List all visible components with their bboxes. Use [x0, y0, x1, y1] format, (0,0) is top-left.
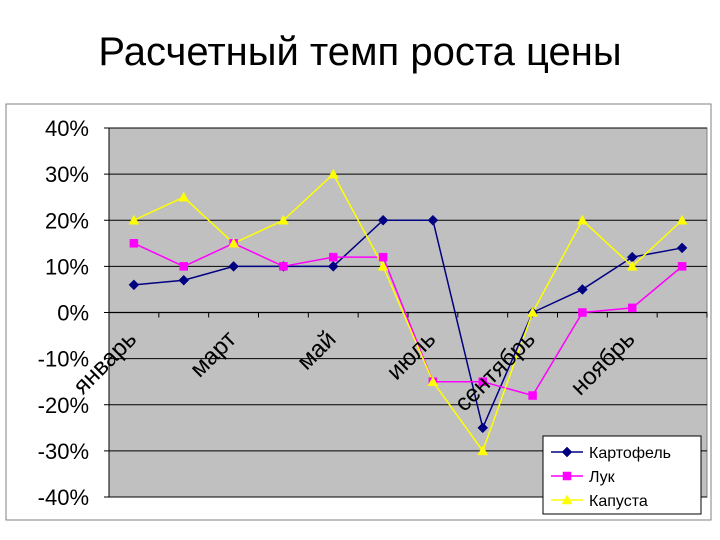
data-point [129, 239, 139, 248]
y-tick-label: 30% [45, 162, 89, 187]
legend-marker [561, 494, 573, 505]
y-tick-label: -40% [38, 485, 89, 510]
series-lines [133, 172, 683, 453]
data-point [528, 391, 537, 400]
data-point [527, 306, 539, 317]
data-point [327, 261, 339, 272]
data-point [329, 252, 338, 262]
legend-label: Лук [589, 469, 616, 486]
data-point [477, 422, 489, 434]
data-point [228, 261, 239, 272]
data-point [279, 262, 288, 271]
y-tick-label: -10% [38, 347, 89, 372]
y-axis-ticks: 40% 30% 20% 10% 0% -10% -20% -30% -40% [38, 116, 109, 510]
series-markers [128, 168, 688, 456]
legend-marker [561, 446, 573, 458]
data-point [128, 214, 140, 225]
data-point [277, 214, 289, 225]
legend: Картофель Лук Капуста [542, 435, 702, 515]
data-point [576, 214, 588, 225]
data-point [377, 260, 389, 271]
series-line [133, 219, 683, 431]
data-point [178, 191, 190, 202]
data-point [378, 252, 388, 262]
data-point [179, 262, 188, 271]
data-point [327, 168, 339, 179]
data-point [676, 214, 688, 225]
data-point [626, 260, 638, 271]
data-point [578, 308, 587, 317]
data-point [477, 445, 489, 456]
data-point [628, 303, 637, 313]
chart-title: Расчетный темп роста цены [98, 30, 622, 74]
y-tick-label: 20% [45, 208, 89, 233]
y-tick-label: -30% [38, 439, 89, 464]
data-point [128, 279, 140, 291]
legend-label: Капуста [589, 493, 648, 510]
legend-label: Картофель [589, 445, 671, 462]
data-point [427, 214, 439, 226]
data-point [427, 376, 439, 386]
y-tick-label: -20% [38, 393, 89, 418]
data-point [676, 242, 688, 254]
y-tick-label: 10% [45, 254, 89, 279]
y-tick-label: 0% [57, 301, 89, 326]
series-line [133, 242, 683, 397]
legend-marker [562, 471, 572, 481]
data-point [178, 274, 190, 286]
data-point [228, 237, 240, 248]
data-point [478, 377, 487, 386]
data-point [577, 284, 588, 295]
y-tick-label: 40% [45, 116, 89, 141]
data-point [377, 214, 389, 226]
series-line [133, 172, 683, 453]
data-point [677, 262, 687, 271]
